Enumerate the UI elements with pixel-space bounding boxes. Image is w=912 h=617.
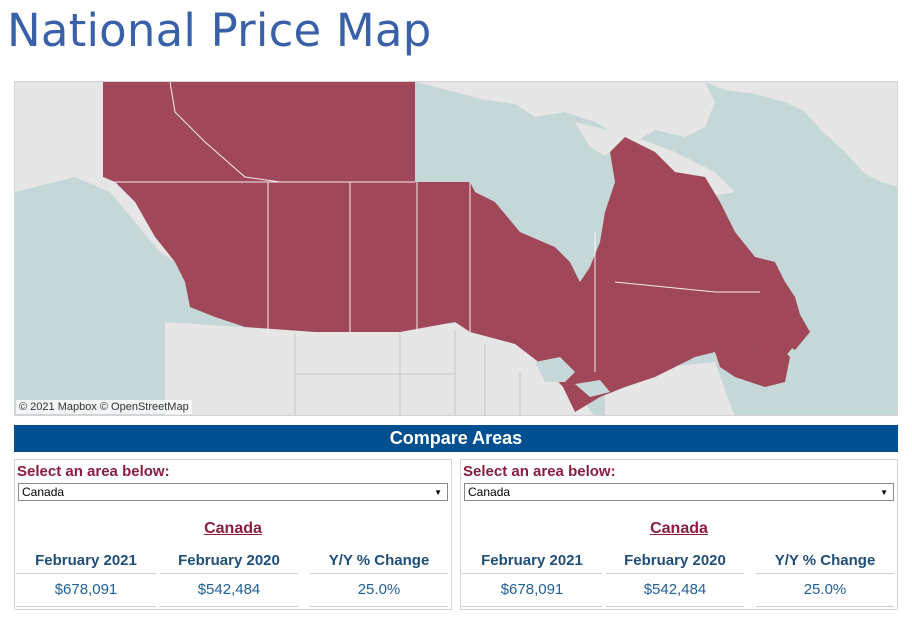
compare-panel-right: Select an area below: Canada ▼ Canada Fe… bbox=[460, 459, 898, 610]
hudson-bay-water bbox=[475, 152, 615, 282]
map-canvas[interactable] bbox=[15, 82, 898, 416]
usa-east-land bbox=[605, 362, 735, 415]
column-value: $678,091 bbox=[462, 574, 602, 607]
great-lakes bbox=[535, 357, 575, 382]
dropdown-arrow-icon[interactable]: ▼ bbox=[434, 488, 442, 497]
select-area-label: Select an area below: bbox=[17, 463, 170, 480]
usa-land bbox=[165, 322, 594, 415]
area-select-value: Canada bbox=[22, 485, 65, 499]
column-value: $542,484 bbox=[160, 574, 298, 607]
select-area-label: Select an area below: bbox=[463, 463, 616, 480]
great-lakes-2 bbox=[575, 380, 610, 397]
map-attribution: © 2021 Mapbox © OpenStreetMap bbox=[16, 400, 192, 414]
page-title: National Price Map bbox=[7, 4, 432, 57]
arctic-islands-land bbox=[415, 82, 715, 142]
compare-panel-left: Select an area below: Canada ▼ Canada Fe… bbox=[14, 459, 452, 610]
column-header: Y/Y % Change bbox=[310, 551, 448, 574]
column-feb-2020: February 2020 $542,484 bbox=[160, 551, 298, 607]
column-value: $542,484 bbox=[606, 574, 744, 607]
column-value: 25.0% bbox=[756, 574, 894, 607]
column-yy-change: Y/Y % Change 25.0% bbox=[756, 551, 894, 607]
column-value: 25.0% bbox=[310, 574, 448, 607]
greenland-land bbox=[705, 82, 897, 187]
alaska-land bbox=[15, 82, 175, 262]
area-select-dropdown[interactable]: Canada ▼ bbox=[18, 483, 448, 501]
column-header: February 2021 bbox=[16, 551, 156, 574]
area-select-dropdown[interactable]: Canada ▼ bbox=[464, 483, 894, 501]
column-value: $678,091 bbox=[16, 574, 156, 607]
us-state-lines bbox=[294, 330, 521, 415]
dropdown-arrow-icon[interactable]: ▼ bbox=[880, 488, 888, 497]
area-name-link[interactable]: Canada bbox=[204, 520, 262, 537]
newfoundland bbox=[760, 292, 810, 350]
column-feb-2020: February 2020 $542,484 bbox=[606, 551, 744, 607]
column-header: Y/Y % Change bbox=[756, 551, 894, 574]
atlantic-provinces bbox=[715, 337, 790, 387]
province-borders bbox=[115, 82, 760, 372]
column-header: February 2020 bbox=[160, 551, 298, 574]
column-feb-2021: February 2021 $678,091 bbox=[462, 551, 602, 607]
canada-highlight bbox=[103, 82, 805, 412]
column-yy-change: Y/Y % Change 25.0% bbox=[310, 551, 448, 607]
column-feb-2021: February 2021 $678,091 bbox=[16, 551, 156, 607]
area-name-link[interactable]: Canada bbox=[650, 520, 708, 537]
column-header: February 2020 bbox=[606, 551, 744, 574]
compare-areas-header: Compare Areas bbox=[14, 425, 898, 452]
column-header: February 2021 bbox=[462, 551, 602, 574]
area-select-value: Canada bbox=[468, 485, 511, 499]
price-map[interactable]: © 2021 Mapbox © OpenStreetMap bbox=[14, 81, 898, 416]
